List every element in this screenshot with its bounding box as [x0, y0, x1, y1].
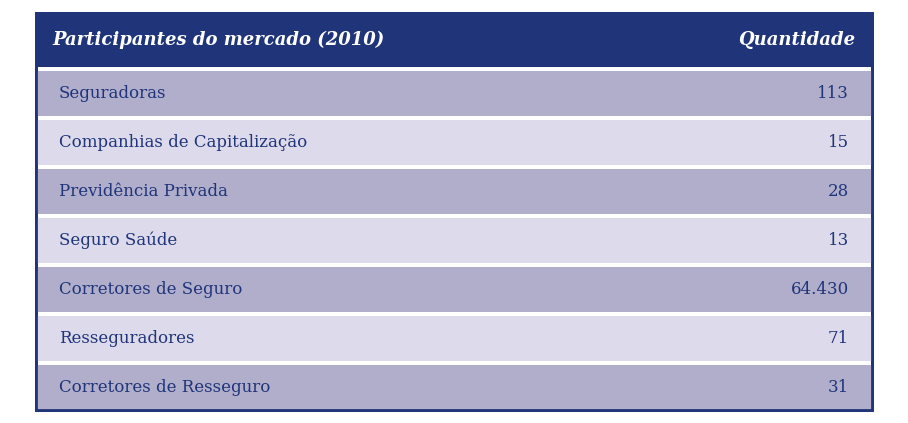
- Bar: [36, 365, 872, 410]
- Bar: [36, 71, 872, 116]
- Text: Quantidade: Quantidade: [738, 31, 855, 49]
- Bar: [36, 218, 872, 263]
- Text: Seguradoras: Seguradoras: [59, 85, 166, 102]
- Text: Seguro Saúde: Seguro Saúde: [59, 232, 177, 249]
- Text: 31: 31: [828, 379, 849, 396]
- Text: Previdência Privada: Previdência Privada: [59, 183, 228, 200]
- Text: Corretores de Seguro: Corretores de Seguro: [59, 281, 242, 298]
- Bar: [36, 316, 872, 361]
- Bar: [36, 120, 872, 165]
- Bar: [36, 267, 872, 312]
- Text: 28: 28: [828, 183, 849, 200]
- Text: 71: 71: [828, 330, 849, 347]
- Text: Companhias de Capitalização: Companhias de Capitalização: [59, 134, 307, 151]
- Text: Corretores de Resseguro: Corretores de Resseguro: [59, 379, 271, 396]
- Bar: [36, 13, 872, 67]
- Text: Resseguradores: Resseguradores: [59, 330, 194, 347]
- Text: 113: 113: [817, 85, 849, 102]
- Text: 64.430: 64.430: [791, 281, 849, 298]
- Text: 13: 13: [828, 232, 849, 249]
- Text: Participantes do mercado (2010): Participantes do mercado (2010): [53, 31, 385, 49]
- Text: 15: 15: [828, 134, 849, 151]
- Bar: [36, 169, 872, 214]
